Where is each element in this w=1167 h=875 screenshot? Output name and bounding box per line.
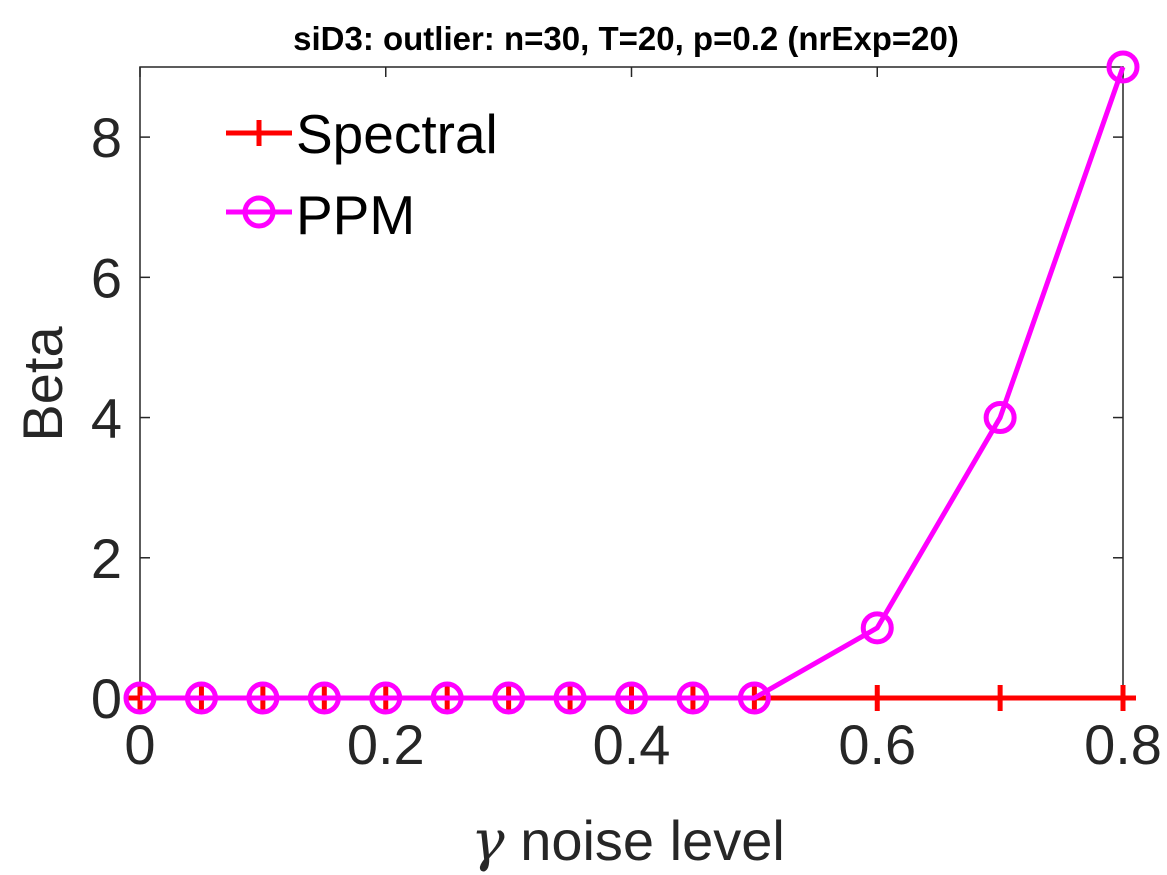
data-point-ppm xyxy=(1106,50,1140,84)
x-axis: 0 0.2 0.4 0.6 0.8 xyxy=(124,67,1162,776)
legend-label-spectral: Spectral xyxy=(296,103,498,165)
data-point-ppm xyxy=(983,401,1017,435)
x-axis-label-text: noise level xyxy=(505,809,785,872)
x-tick-label: 0.6 xyxy=(838,713,916,776)
data-point-ppm xyxy=(246,681,280,715)
chart-title: siD3: outlier: n=30, T=20, p=0.2 (nrExp=… xyxy=(293,20,959,57)
data-point-spectral xyxy=(864,685,891,711)
y-axis: 0 2 4 6 8 xyxy=(91,106,1123,730)
series-line-ppm xyxy=(140,66,1126,701)
x-tick-label: 0.2 xyxy=(347,713,425,776)
y-tick-label: 2 xyxy=(91,527,122,590)
legend-label-ppm: PPM xyxy=(296,184,415,246)
series-layer xyxy=(123,50,1140,715)
x-tick-label: 0 xyxy=(124,713,155,776)
legend-marker-spectral xyxy=(246,120,272,146)
data-point-ppm xyxy=(615,681,648,715)
data-point-ppm xyxy=(737,681,771,715)
data-point-spectral xyxy=(1110,685,1136,711)
data-point-ppm xyxy=(430,681,464,715)
data-point-ppm xyxy=(184,681,218,715)
data-point-ppm xyxy=(492,681,526,715)
y-tick-label: 8 xyxy=(91,106,122,169)
y-tick-label: 4 xyxy=(91,387,122,450)
legend: Spectral PPM xyxy=(226,103,498,246)
x-tick-label: 0.4 xyxy=(593,713,671,776)
y-tick-label: 0 xyxy=(91,667,122,730)
data-point-ppm xyxy=(369,681,403,715)
data-point-ppm xyxy=(123,681,157,715)
y-axis-label: Beta xyxy=(11,326,74,442)
x-axis-label: γ noise level xyxy=(471,809,785,874)
data-point-ppm xyxy=(553,681,587,715)
data-point-ppm xyxy=(676,681,710,715)
data-point-spectral xyxy=(987,685,1014,711)
plot-area xyxy=(139,66,1124,699)
data-point-ppm xyxy=(860,611,894,645)
gamma-symbol: γ xyxy=(471,809,505,874)
y-tick-label: 6 xyxy=(91,246,122,309)
data-point-ppm xyxy=(307,681,341,715)
legend-marker-ppm xyxy=(242,195,276,229)
series-ppm xyxy=(123,50,1140,715)
x-tick-label: 0.8 xyxy=(1084,713,1162,776)
